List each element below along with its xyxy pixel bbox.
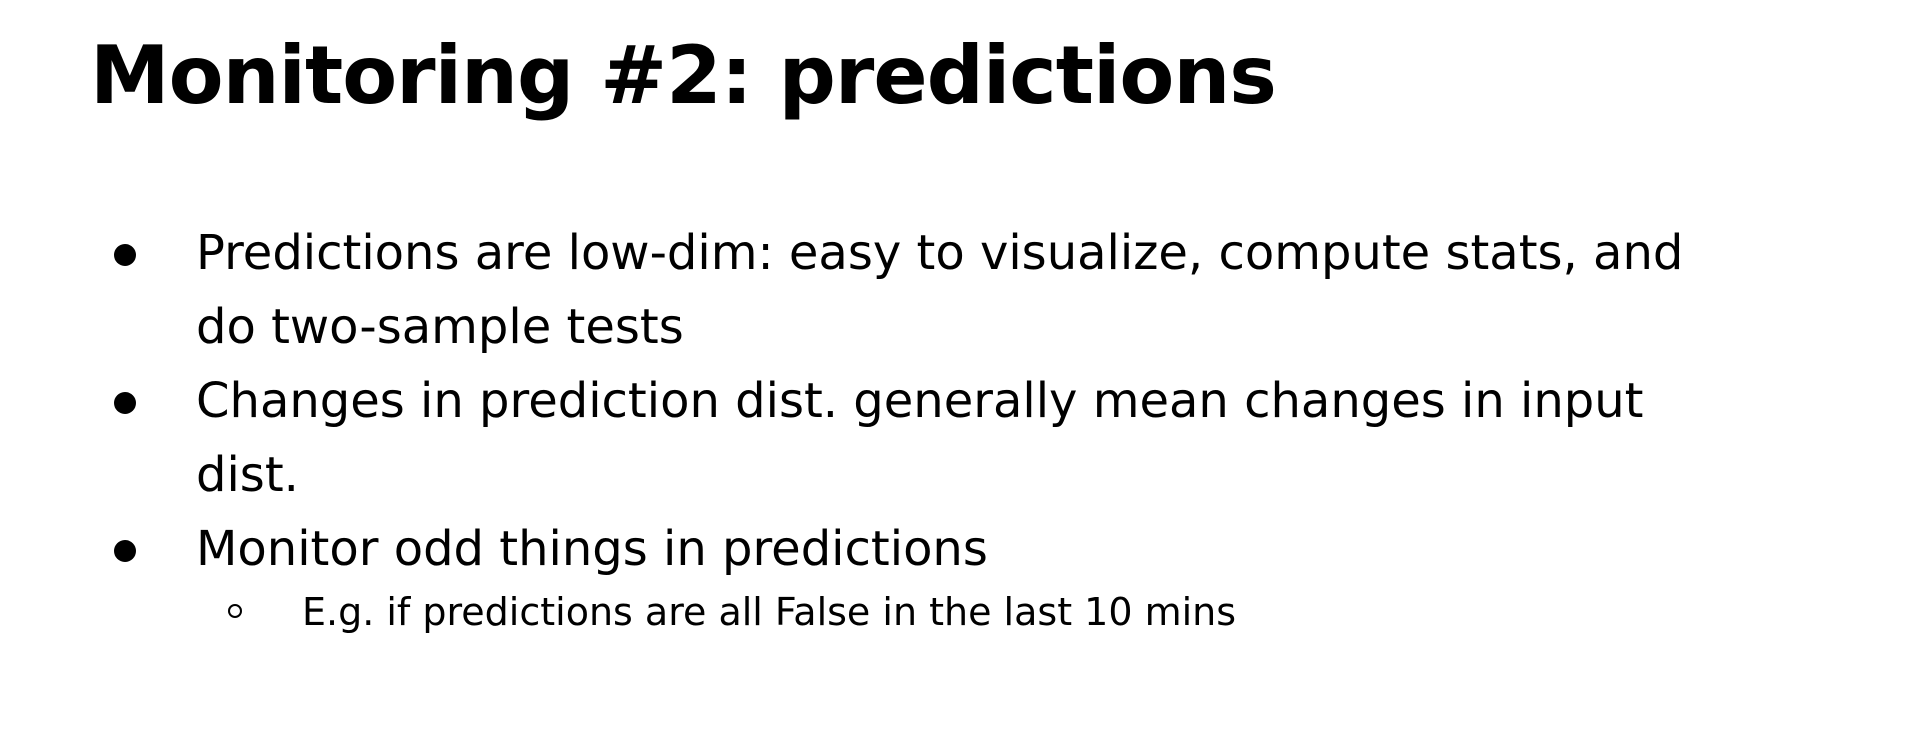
slide-title: Monitoring #2: predictions <box>90 29 1277 122</box>
bullet-list: Predictions are low-dim: easy to visuali… <box>0 216 1800 640</box>
bullet-dot-icon <box>114 540 136 562</box>
sub-bullet-item: E.g. if predictions are all False in the… <box>0 584 1800 640</box>
bullet-item: Monitor odd things in predictions <box>0 512 1736 586</box>
bullet-item: Changes in prediction dist. generally me… <box>0 364 1736 512</box>
bullet-dot-icon <box>114 392 136 414</box>
bullet-item: Predictions are low-dim: easy to visuali… <box>0 216 1736 364</box>
bullet-text: Monitor odd things in predictions <box>196 521 988 577</box>
sub-bullet-text: E.g. if predictions are all False in the… <box>302 590 1237 634</box>
bullet-text: Changes in prediction dist. generally me… <box>196 373 1644 503</box>
hollow-circle-icon <box>228 604 242 618</box>
bullet-dot-icon <box>114 244 136 266</box>
bullet-text: Predictions are low-dim: easy to visuali… <box>196 225 1684 355</box>
